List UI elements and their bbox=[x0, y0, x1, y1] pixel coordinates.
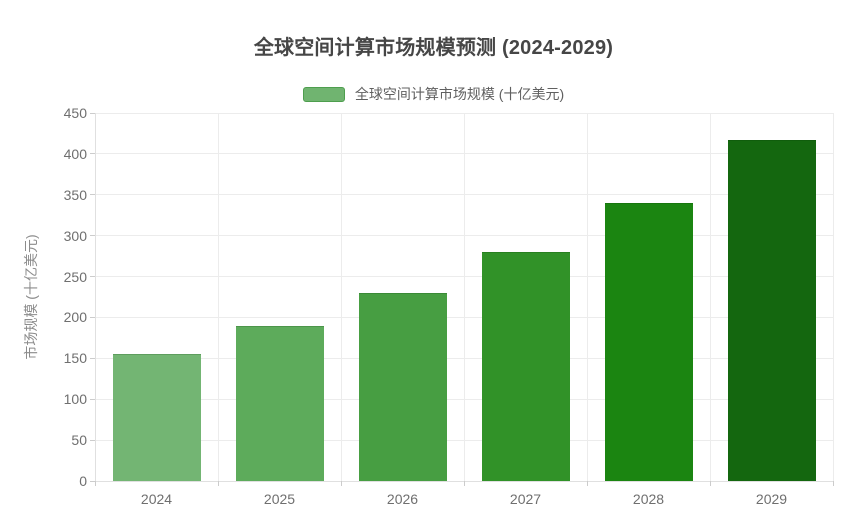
x-tick-label: 2029 bbox=[755, 491, 788, 507]
x-axis-tick bbox=[463, 481, 465, 486]
bar-2028[interactable] bbox=[604, 202, 693, 481]
y-axis-title: 市场规模 (十亿美元) bbox=[23, 234, 39, 360]
grid-line-vertical bbox=[832, 113, 834, 481]
grid-line-vertical bbox=[709, 113, 711, 481]
y-tick-label: 350 bbox=[63, 186, 87, 203]
y-tick-label: 150 bbox=[63, 350, 87, 367]
y-axis-tick bbox=[90, 276, 95, 278]
y-axis-tick bbox=[90, 439, 95, 441]
bar-2026[interactable] bbox=[358, 292, 447, 481]
grid-line-vertical bbox=[463, 113, 465, 481]
grid-line-vertical bbox=[340, 113, 342, 481]
bar-2027[interactable] bbox=[481, 252, 570, 481]
grid-line-vertical bbox=[586, 113, 588, 481]
y-tick-label: 100 bbox=[63, 391, 87, 408]
x-axis-tick bbox=[217, 481, 219, 486]
x-tick-label: 2026 bbox=[386, 491, 419, 507]
y-axis-tick bbox=[90, 235, 95, 237]
bar-2024[interactable] bbox=[112, 354, 201, 481]
x-axis-tick bbox=[709, 481, 711, 486]
y-axis-tick bbox=[90, 398, 95, 400]
legend-swatch bbox=[302, 86, 345, 102]
y-tick-label: 200 bbox=[63, 309, 87, 326]
x-tick-label: 2027 bbox=[509, 491, 542, 507]
y-axis-tick bbox=[90, 316, 95, 318]
x-axis-tick bbox=[832, 481, 834, 486]
bar-2029[interactable] bbox=[727, 140, 816, 481]
y-tick-label: 450 bbox=[63, 105, 87, 121]
x-tick-label: 2024 bbox=[140, 491, 173, 507]
y-axis-tick bbox=[90, 357, 95, 359]
grid-line-vertical bbox=[217, 113, 219, 481]
plot-area: 0 50 100 150 200 250 300 350 400 450 2024 2025 2026 2… bbox=[64, 105, 834, 507]
y-tick-label: 250 bbox=[63, 268, 87, 285]
x-axis-tick bbox=[586, 481, 588, 486]
y-tick-label: 300 bbox=[63, 227, 87, 244]
y-tick-label: 400 bbox=[63, 145, 87, 162]
chart-title: 全球空间计算市场规模预测 (2024-2029) bbox=[253, 37, 614, 59]
bar-2025[interactable] bbox=[235, 325, 324, 481]
x-tick-label: 2025 bbox=[263, 491, 296, 507]
x-axis-tick bbox=[340, 481, 342, 486]
y-tick-label: 50 bbox=[71, 432, 87, 449]
x-tick-label: 2028 bbox=[632, 491, 665, 507]
x-axis-tick bbox=[94, 481, 96, 486]
y-axis-tick bbox=[90, 480, 95, 482]
y-axis-tick bbox=[90, 194, 95, 196]
y-axis-tick bbox=[90, 153, 95, 155]
legend-item[interactable]: 全球空间计算市场规模 (十亿美元) bbox=[0, 85, 867, 103]
grid-line-vertical bbox=[94, 113, 96, 481]
y-axis-tick bbox=[90, 112, 95, 114]
legend-label: 全球空间计算市场规模 (十亿美元) bbox=[354, 86, 565, 102]
y-tick-label: 0 bbox=[79, 473, 87, 489]
